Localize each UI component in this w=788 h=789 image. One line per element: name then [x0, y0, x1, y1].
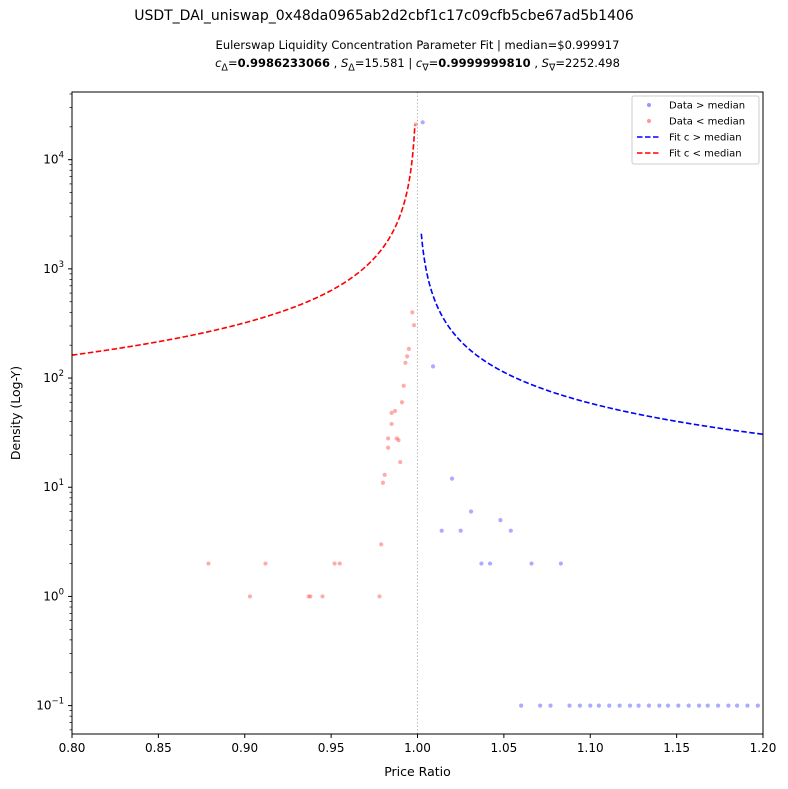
data-point-above [686, 703, 691, 708]
data-point-above [617, 703, 622, 708]
data-point-above [665, 703, 671, 708]
plot-frame [71, 91, 764, 735]
data-point-below [308, 594, 313, 599]
data-point-below [401, 383, 406, 388]
data-point-above [676, 703, 681, 708]
x-tick-label: 0.85 [145, 741, 172, 755]
legend-label: Fit c > median [669, 133, 742, 144]
data-point-above [734, 703, 740, 708]
data-point-below [382, 472, 387, 477]
data-point-above [745, 703, 750, 708]
data-point-below [406, 346, 411, 351]
data-point-above [498, 518, 503, 523]
legend-label: Data < median [669, 117, 745, 128]
data-point-above [627, 703, 633, 708]
data-point-above [588, 703, 593, 708]
data-point-below [377, 594, 382, 599]
data-point-below [403, 360, 408, 365]
data-point-above [657, 703, 662, 708]
x-axis-label: Price Ratio [384, 764, 451, 779]
y-tick-label: 101 [43, 478, 64, 494]
data-point-below [206, 561, 211, 566]
data-point-below [332, 561, 337, 566]
data-point-above [567, 703, 572, 708]
data-point-above [449, 476, 455, 481]
y-tick-label: 10−1 [36, 697, 64, 713]
data-point-above [558, 561, 563, 566]
legend-marker [646, 118, 652, 124]
data-point-above [538, 703, 543, 708]
data-point-above [420, 120, 425, 125]
data-point-below [389, 410, 394, 415]
x-tick-label: 1.15 [663, 741, 690, 755]
y-tick-label: 103 [43, 260, 64, 276]
data-point-above [636, 703, 641, 708]
data-point-above [755, 703, 760, 708]
y-axis-label: Density (Log-Y) [8, 366, 23, 460]
chart-subtitle-line1: Eulerswap Liquidity Concentration Parame… [215, 38, 620, 52]
x-tick-label: 0.95 [318, 741, 345, 755]
data-point-below [411, 323, 417, 328]
data-point-below [263, 561, 268, 566]
fit-curve-below [72, 124, 416, 356]
legend-box [631, 95, 760, 165]
data-point-above [696, 703, 702, 708]
data-point-above [529, 561, 534, 566]
data-point-below [398, 459, 403, 465]
data-point-below [386, 445, 391, 450]
data-point-below [320, 594, 325, 599]
data-point-below [405, 354, 410, 359]
data-point-above [519, 703, 524, 708]
data-point-above [508, 528, 513, 533]
y-tick-label: 100 [43, 587, 64, 603]
data-point-above [430, 364, 436, 369]
data-point-above [479, 561, 484, 566]
x-tick-label: 0.90 [231, 741, 258, 755]
data-point-below [337, 561, 342, 566]
x-tick-label: 0.80 [59, 741, 86, 755]
data-point-above [468, 509, 474, 514]
data-point-below [396, 438, 401, 443]
data-point-below [386, 436, 391, 441]
data-point-above [715, 703, 721, 708]
data-point-above [596, 703, 601, 708]
fit-curve-above [420, 233, 763, 436]
legend-label: Data > median [669, 101, 745, 112]
y-tick-label: 104 [43, 151, 64, 167]
data-point-above [439, 528, 444, 533]
data-point-above [646, 703, 652, 708]
legend-marker [646, 102, 652, 108]
data-point-below [247, 594, 253, 599]
data-point-below [399, 400, 405, 405]
chart-subtitle-line2: cΔ=0.9986233066 , SΔ=15.581 | c∇=0.99999… [215, 56, 620, 74]
data-point-below [380, 480, 386, 485]
x-tick-label: 1.20 [750, 741, 777, 755]
data-point-below [392, 408, 398, 414]
data-point-above [607, 703, 612, 708]
data-point-above [487, 561, 493, 566]
data-point-below [379, 542, 384, 547]
x-tick-label: 1.05 [491, 741, 518, 755]
data-point-below [413, 122, 418, 127]
data-point-above [458, 528, 463, 533]
legend-label: Fit c < median [669, 149, 742, 160]
data-point-above [548, 703, 553, 708]
data-point-below [410, 310, 415, 315]
data-point-above [577, 703, 582, 708]
y-tick-label: 102 [43, 369, 64, 385]
data-point-above [726, 703, 731, 708]
data-point-below [389, 421, 394, 427]
chart-suptitle: USDT_DAI_uniswap_0x48da0965ab2d2cbf1c17c… [134, 8, 634, 24]
x-tick-label: 1.00 [404, 741, 431, 755]
x-tick-label: 1.10 [577, 741, 604, 755]
data-point-above [705, 703, 710, 708]
